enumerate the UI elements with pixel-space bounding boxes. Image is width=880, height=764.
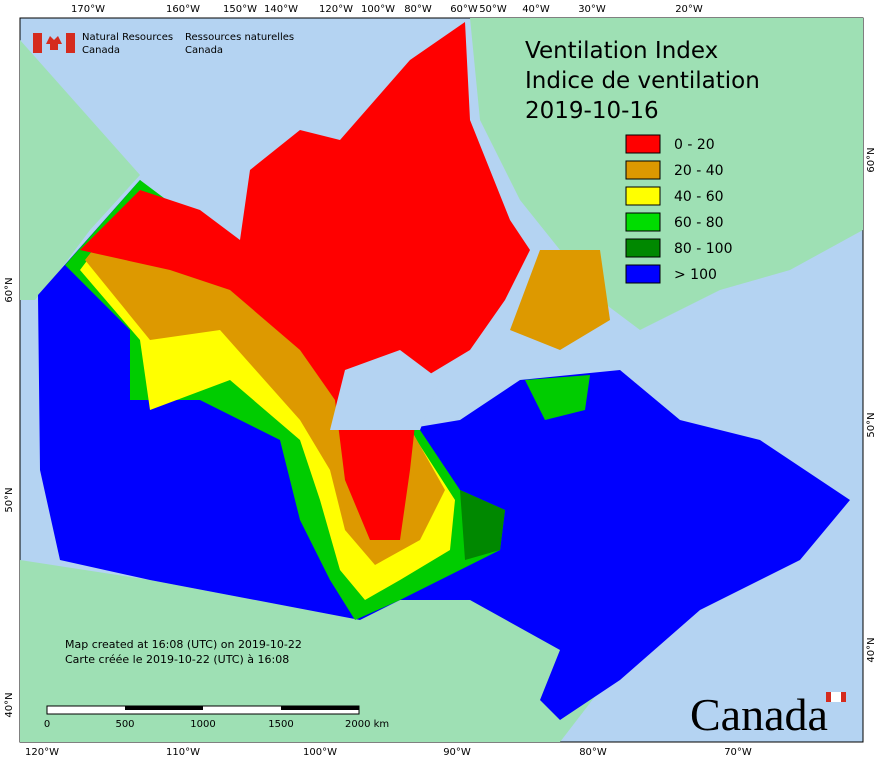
legend-swatch [625, 134, 661, 154]
lon-label: 120°W [25, 747, 59, 758]
region-20-40-b [510, 250, 610, 350]
lon-label: 90°W [443, 747, 471, 758]
lat-label: 60°N [4, 277, 15, 302]
wordmark-flag [831, 692, 841, 702]
hudson-bay [330, 350, 440, 430]
legend-swatch [625, 212, 661, 232]
flag-bar [66, 33, 75, 53]
lon-label: 160°W [166, 4, 200, 15]
org-fr: Canada [185, 45, 223, 56]
title: Ventilation Index [525, 38, 718, 64]
lat-label: 40°N [4, 692, 15, 717]
alaska [20, 40, 140, 300]
legend-label: 0 - 20 [674, 137, 715, 153]
wordmark: Canada [690, 689, 828, 740]
legend-label: 40 - 60 [674, 189, 724, 205]
note: Map created at 16:08 (UTC) on 2019-10-22 [65, 638, 302, 651]
legend-label: 60 - 80 [674, 215, 724, 231]
flag-bar [33, 33, 42, 53]
scale-label: 500 [115, 719, 134, 730]
usa [20, 560, 600, 742]
region-60-80-b [525, 375, 590, 420]
scale-segment [281, 706, 359, 710]
region-80-100 [460, 490, 505, 560]
legend-label: 20 - 40 [674, 163, 724, 179]
legend-swatch [625, 238, 661, 258]
org-fr: Ressources naturelles [185, 32, 294, 43]
flag-leaf [46, 36, 62, 50]
lon-label: 140°W [264, 4, 298, 15]
legend-swatch [625, 264, 661, 284]
scale-label: 2000 km [345, 719, 389, 730]
legend-swatch [625, 160, 661, 180]
legend-label: 80 - 100 [674, 241, 733, 257]
lon-label: 30°W [578, 4, 606, 15]
lon-label: 170°W [71, 4, 105, 15]
date: 2019-10-16 [525, 98, 659, 124]
legend-swatch [625, 186, 661, 206]
scale-label: 1500 [268, 719, 293, 730]
lat-label: 50°N [866, 412, 877, 437]
lon-label: 80°W [579, 747, 607, 758]
lon-label: 40°W [522, 4, 550, 15]
org-en: Canada [82, 45, 120, 56]
scale-segment [125, 706, 203, 710]
title: Indice de ventilation [525, 68, 760, 94]
note: Carte créée le 2019-10-22 (UTC) à 16:08 [65, 653, 289, 666]
lon-label: 120°W [319, 4, 353, 15]
lon-label: 70°W [724, 747, 752, 758]
legend-label: > 100 [674, 267, 717, 283]
lon-label: 60°W [450, 4, 478, 15]
scale-label: 0 [44, 719, 50, 730]
lat-label: 50°N [4, 487, 15, 512]
lon-label: 80°W [404, 4, 432, 15]
org-en: Natural Resources [82, 32, 173, 43]
lon-label: 50°W [479, 4, 507, 15]
lon-label: 110°W [166, 747, 200, 758]
scale-label: 1000 [190, 719, 215, 730]
lon-label: 150°W [223, 4, 257, 15]
lat-label: 60°N [866, 147, 877, 172]
lon-label: 100°W [361, 4, 395, 15]
lat-label: 40°N [866, 637, 877, 662]
lon-label: 100°W [303, 747, 337, 758]
region-0-20 [80, 22, 530, 540]
lon-label: 20°W [675, 4, 703, 15]
